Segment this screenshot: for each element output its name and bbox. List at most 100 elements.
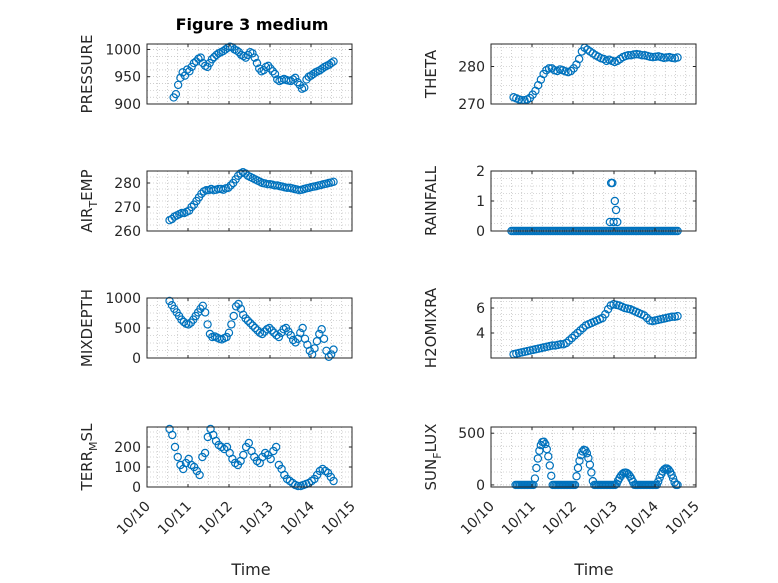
y-axis-label: PRESSURE xyxy=(78,35,96,114)
data-point xyxy=(574,54,584,64)
data-point xyxy=(318,64,327,73)
data-point xyxy=(226,181,235,190)
x-tick-label: 10/15 xyxy=(319,499,359,539)
data-point xyxy=(266,64,275,73)
data-point xyxy=(250,53,259,62)
data-point xyxy=(533,454,543,463)
data-point xyxy=(570,480,580,490)
data-point xyxy=(243,316,253,325)
data-point xyxy=(545,461,554,470)
data-point xyxy=(329,345,338,354)
data-point xyxy=(267,326,276,335)
y-tick-label: 2 xyxy=(476,164,485,180)
data-point xyxy=(624,51,633,60)
x-tick-label: 10/13 xyxy=(237,499,277,539)
data-point xyxy=(239,51,248,61)
y-tick-label: 260 xyxy=(114,224,141,240)
data-point xyxy=(632,49,641,59)
subplot-3: 260 270 280 AIRTEMP xyxy=(78,167,353,240)
data-point xyxy=(177,315,186,324)
data-point xyxy=(327,58,336,68)
data-point xyxy=(201,308,210,317)
x-tick-label: 10/11 xyxy=(155,499,195,539)
data-point xyxy=(667,53,677,63)
data-point xyxy=(185,67,194,76)
data-point xyxy=(232,46,241,55)
data-point xyxy=(258,329,267,339)
x-tick-label: 10/13 xyxy=(581,499,621,539)
axes-frame xyxy=(490,426,697,488)
y-tick-label: 500 xyxy=(458,426,485,442)
axes-frame xyxy=(490,43,697,105)
data-point xyxy=(203,432,213,442)
data-point xyxy=(587,468,596,477)
data-point xyxy=(227,320,236,329)
data-point xyxy=(288,75,298,84)
y-tick-label: 900 xyxy=(114,97,141,113)
data-point xyxy=(272,331,281,340)
data-point xyxy=(300,83,309,92)
y-tick-label: 200 xyxy=(114,440,141,456)
y-tick-label: 0 xyxy=(476,224,485,240)
x-tick-label: 10/10 xyxy=(114,499,154,539)
data-point xyxy=(182,65,192,74)
data-point xyxy=(246,319,255,328)
data-point xyxy=(319,334,329,343)
data-point xyxy=(203,320,212,329)
y-tick-label: 1000 xyxy=(105,291,141,307)
data-point xyxy=(609,217,618,227)
data-point xyxy=(176,73,185,83)
data-point xyxy=(573,463,583,473)
data-point xyxy=(195,470,204,480)
subplot-8: 0 500 SUNFLUX xyxy=(422,424,697,494)
data-point xyxy=(329,177,338,186)
axes-frame xyxy=(146,426,353,488)
data-point xyxy=(572,472,581,481)
data-point xyxy=(231,302,241,311)
data-point xyxy=(317,325,326,334)
data-point xyxy=(570,331,579,340)
data-point xyxy=(578,323,588,333)
y-axis-label: TERRMSL xyxy=(78,423,100,492)
data-point xyxy=(673,53,682,62)
subplot-6: 4 6 H2OMIXRA xyxy=(422,287,697,368)
data-point xyxy=(564,336,574,345)
data-point xyxy=(184,320,193,329)
subplot-7: 0 100 200 TERRMSL xyxy=(78,423,353,496)
x-tick-label: 10/14 xyxy=(278,498,318,538)
data-point xyxy=(582,449,592,458)
data-point xyxy=(530,474,540,483)
data-point xyxy=(224,183,233,192)
data-point xyxy=(548,341,557,350)
data-point xyxy=(608,178,617,188)
data-point xyxy=(165,296,174,306)
y-tick-label: 280 xyxy=(458,60,485,76)
y-tick-label: 0 xyxy=(132,351,141,367)
data-point xyxy=(542,444,552,454)
axes-frame xyxy=(490,297,697,359)
y-axis-label: RAINFALL xyxy=(422,165,440,236)
data-point xyxy=(315,329,324,339)
data-point xyxy=(659,53,669,63)
x-tick-label: 10/12 xyxy=(540,499,580,539)
subplot-2: 270 280 THETA xyxy=(422,43,697,113)
x-axis-label-right: Time xyxy=(573,560,613,579)
y-axis-label: H2OMIXRA xyxy=(422,287,440,368)
data-point xyxy=(673,311,682,321)
y-axis-label: SUNFLUX xyxy=(422,424,444,491)
data-point xyxy=(648,52,658,62)
data-point xyxy=(173,80,183,90)
data-point xyxy=(667,312,677,321)
y-axis-label: THETA xyxy=(422,49,440,99)
data-point xyxy=(613,217,622,227)
y-tick-label: 6 xyxy=(476,301,485,317)
data-point xyxy=(544,452,553,461)
data-point xyxy=(329,57,338,66)
data-point xyxy=(244,438,254,448)
data-point xyxy=(293,481,303,491)
data-point xyxy=(544,64,554,73)
data-point xyxy=(229,311,238,321)
data-point xyxy=(637,51,647,60)
y-tick-label: 4 xyxy=(476,326,485,342)
